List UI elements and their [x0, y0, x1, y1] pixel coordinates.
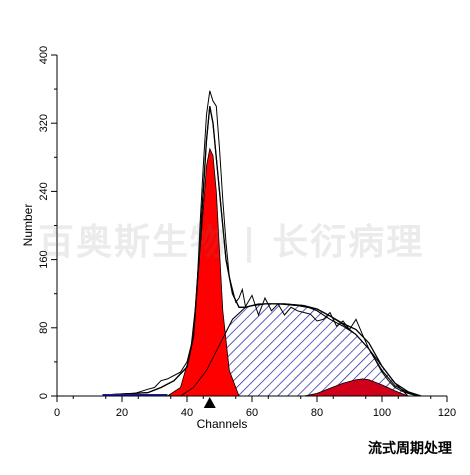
peak-marker-triangle [203, 397, 216, 408]
x-tick-label: 0 [54, 407, 60, 419]
y-tick-label: 400 [38, 46, 50, 64]
watermark-text: 百奥斯生物 | 长衍病理 [38, 222, 425, 263]
y-tick-label: 320 [38, 114, 50, 132]
x-tick-label: 120 [438, 407, 456, 419]
x-tick-label: 80 [311, 407, 323, 419]
y-tick-label: 160 [38, 250, 50, 268]
y-axis-label: Number [21, 204, 35, 247]
x-tick-label: 60 [246, 407, 258, 419]
series-g2-area [303, 378, 409, 397]
y-tick-label: 80 [38, 322, 50, 334]
y-tick-label: 240 [38, 182, 50, 200]
x-axis-label: Channels [197, 417, 248, 431]
x-tick-label: 20 [116, 407, 128, 419]
caption: 流式周期处理 [368, 441, 452, 457]
series-raw-histogram-line [102, 90, 422, 397]
y-tick-label: 0 [38, 393, 50, 399]
x-tick-label: 100 [373, 407, 391, 419]
series-fit-total-line-2 [102, 106, 422, 397]
x-tick-label: 40 [181, 407, 193, 419]
